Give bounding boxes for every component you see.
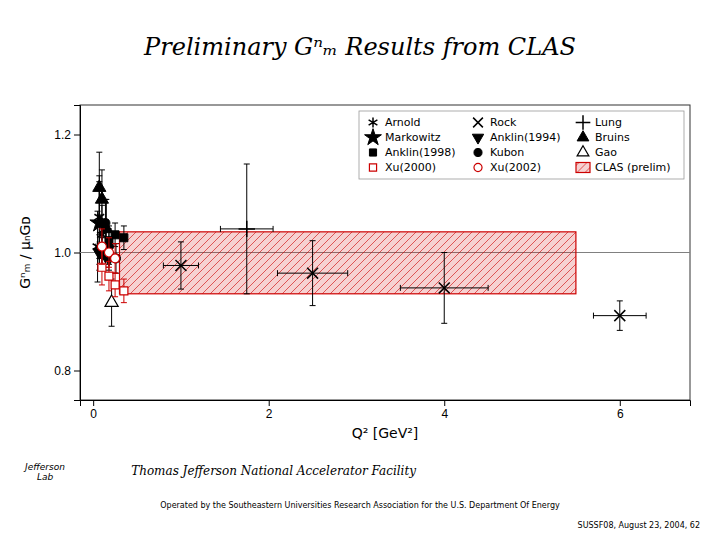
legend-item: Arnold xyxy=(369,116,421,129)
point xyxy=(105,272,113,280)
legend-label: Gao xyxy=(595,146,617,159)
error-bar xyxy=(121,279,127,303)
legend-swatch xyxy=(577,131,589,141)
point xyxy=(120,287,128,295)
tick: 2 xyxy=(266,400,273,421)
point xyxy=(307,268,318,279)
y-axis: 0.8 1.0 1.2 xyxy=(54,106,80,401)
tick-mark xyxy=(269,400,270,406)
legend-item: Markowitz xyxy=(365,129,441,145)
legend-swatch xyxy=(369,164,376,171)
legend-label: Anklin(1998) xyxy=(385,146,456,159)
legend-swatch xyxy=(576,163,590,173)
x-axis: 0 2 4 6 xyxy=(81,400,691,421)
point xyxy=(95,192,108,203)
point xyxy=(239,221,255,237)
legend-item: Kubon xyxy=(474,146,524,159)
tick-label: 0.8 xyxy=(54,364,71,378)
tick: 0.8 xyxy=(54,364,80,378)
plot-frame xyxy=(80,105,690,400)
point xyxy=(111,281,119,289)
legend-item: Lung xyxy=(576,115,622,130)
legend-label: Markowitz xyxy=(385,131,441,144)
axis-line xyxy=(74,106,81,401)
point xyxy=(93,180,106,191)
tick-mark xyxy=(74,371,80,372)
point xyxy=(101,218,110,227)
tick: 6 xyxy=(617,400,624,421)
legend-label: Xu(2002) xyxy=(490,161,541,174)
legend: Arnold Rock Lung Markowitz Anklin(1994) Bruin… xyxy=(359,111,684,179)
x-axis-title: Q² [GeV²] xyxy=(352,425,419,441)
series xyxy=(220,164,273,294)
legend-swatch xyxy=(474,148,482,156)
legend-frame xyxy=(359,111,684,179)
legend-label: Anklin(1994) xyxy=(490,131,561,144)
legend-label: Bruins xyxy=(595,131,630,144)
axis-line xyxy=(81,401,691,407)
point xyxy=(439,282,450,293)
tick: 0 xyxy=(90,400,97,421)
legend-swatch xyxy=(365,129,382,145)
legend-swatch xyxy=(577,146,589,156)
tick-mark xyxy=(444,400,445,406)
legend-swatch xyxy=(576,115,591,130)
tick-mark xyxy=(93,400,94,406)
tick-label: 4 xyxy=(441,407,448,421)
point xyxy=(111,254,120,263)
tick-label: 6 xyxy=(617,407,624,421)
legend-swatch xyxy=(369,117,378,127)
legend-swatch xyxy=(369,149,376,156)
legend-swatch xyxy=(472,134,483,144)
tick: 1.2 xyxy=(54,128,80,142)
legend-label: Kubon xyxy=(490,146,524,159)
point xyxy=(111,231,119,239)
error-bar xyxy=(121,226,127,250)
legend-label: Rock xyxy=(490,116,517,129)
series xyxy=(97,229,119,273)
tick-mark xyxy=(620,400,621,406)
tick-label: 2 xyxy=(266,407,273,421)
point xyxy=(111,254,120,263)
legend-item: Anklin(1998) xyxy=(369,146,455,159)
legend-item: Anklin(1994) xyxy=(472,131,560,144)
legend-label: CLAS (prelim) xyxy=(595,161,671,174)
tick-mark xyxy=(74,135,80,136)
tick: 1.0 xyxy=(54,246,80,260)
tick-label: 1.2 xyxy=(54,128,71,142)
legend-swatch xyxy=(474,163,482,171)
point xyxy=(120,234,128,242)
legend-label: Arnold xyxy=(385,116,421,129)
legend-item: Xu(2002) xyxy=(474,161,541,174)
series xyxy=(163,241,646,331)
annotation: Operated by the Southeastern Universitie… xyxy=(160,501,560,510)
legend-item: Xu(2000) xyxy=(369,161,436,174)
series xyxy=(105,279,118,326)
tick-mark xyxy=(74,253,80,254)
legend-label: Lung xyxy=(595,116,622,129)
band xyxy=(119,232,575,294)
series xyxy=(101,199,121,273)
legend-item: Gao xyxy=(577,146,617,160)
legend-item: CLAS (prelim) xyxy=(576,161,671,174)
point xyxy=(614,310,625,321)
annotation: JeffersonLab xyxy=(23,462,65,482)
series xyxy=(93,152,113,258)
chart: Preliminary Gⁿₘ Results from CLAS 0 2 4 6 0.8… xyxy=(0,0,720,540)
legend-item: Bruins xyxy=(577,131,630,145)
annotation: Thomas Jefferson National Accelerator Fa… xyxy=(131,464,416,478)
title: Preliminary Gⁿₘ Results from CLAS xyxy=(143,33,576,61)
tick-label: 0 xyxy=(90,407,97,421)
y-axis-title: Gⁿₘ / μₙGᴅ xyxy=(17,216,33,289)
point xyxy=(175,260,186,271)
legend-label: Xu(2000) xyxy=(385,161,436,174)
annotation: SUSSF08, August 23, 2004, 62 xyxy=(578,521,700,530)
legend-item: Rock xyxy=(473,116,517,129)
tick: 4 xyxy=(441,400,448,421)
legend-swatch xyxy=(473,118,483,128)
tick-label: 1.0 xyxy=(54,246,71,260)
